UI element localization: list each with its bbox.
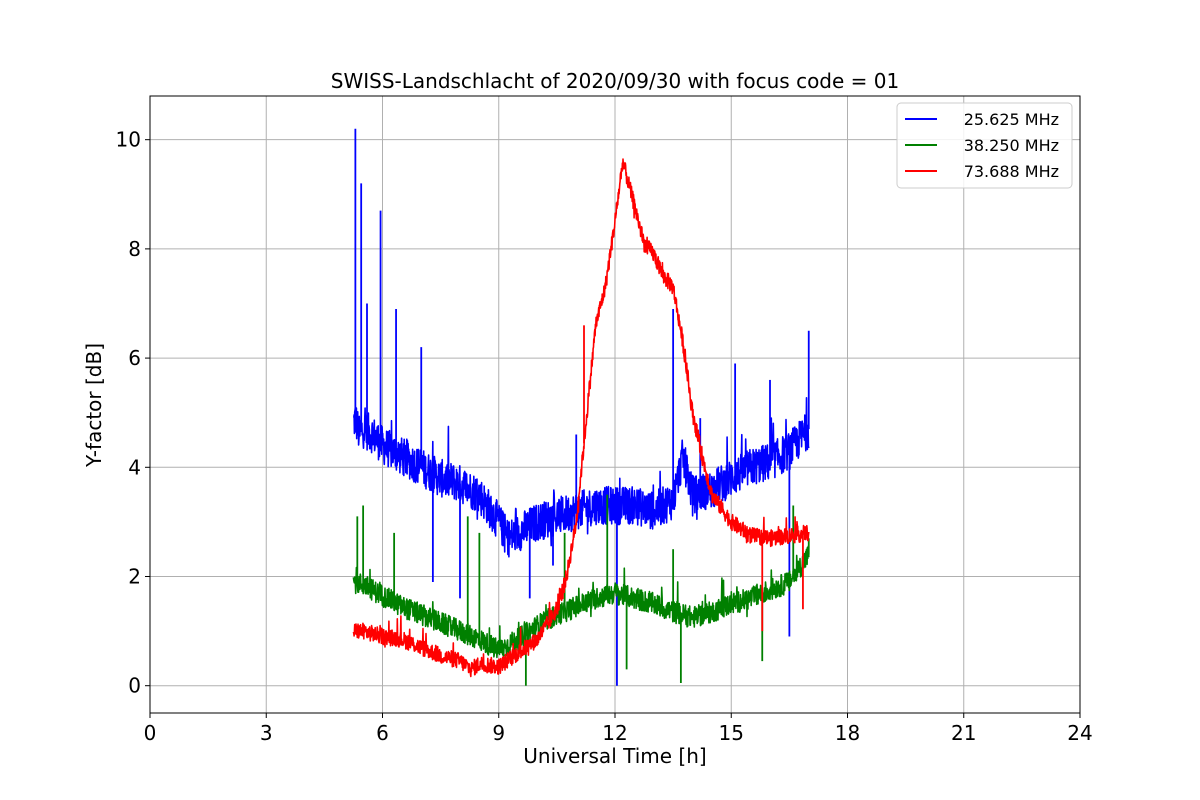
y-axis-ticks: 0 2 4 6 8 10 bbox=[116, 128, 150, 698]
y-tick-label: 6 bbox=[128, 346, 141, 370]
y-tick-label: 8 bbox=[128, 237, 141, 261]
legend: 25.625 MHz 38.250 MHz 73.688 MHz bbox=[896, 102, 1073, 189]
x-tick-label: 24 bbox=[1067, 721, 1092, 745]
y-tick-label: 0 bbox=[128, 674, 141, 698]
x-axis-label: Universal Time [h] bbox=[523, 744, 706, 768]
x-tick-label: 3 bbox=[260, 721, 273, 745]
y-tick-label: 10 bbox=[116, 128, 141, 152]
x-tick-label: 9 bbox=[492, 721, 505, 745]
y-tick-label: 4 bbox=[128, 455, 141, 479]
plot-lines bbox=[352, 128, 810, 686]
y-axis-label: Y-factor [dB] bbox=[82, 343, 106, 468]
legend-label: 73.688 MHz bbox=[964, 162, 1059, 181]
y-tick-label: 2 bbox=[128, 564, 141, 588]
chart-title: SWISS-Landschlacht of 2020/09/30 with fo… bbox=[331, 69, 899, 93]
series-line-3 bbox=[352, 158, 810, 678]
legend-label: 38.250 MHz bbox=[964, 136, 1059, 155]
x-tick-label: 21 bbox=[951, 721, 976, 745]
x-tick-label: 0 bbox=[144, 721, 157, 745]
x-tick-label: 15 bbox=[719, 721, 744, 745]
x-tick-label: 12 bbox=[602, 721, 627, 745]
x-tick-label: 6 bbox=[376, 721, 389, 745]
legend-label: 25.625 MHz bbox=[964, 110, 1059, 129]
x-tick-label: 18 bbox=[835, 721, 860, 745]
x-axis-ticks: 0 3 6 9 12 15 18 21 24 bbox=[144, 713, 1093, 745]
legend-box bbox=[896, 102, 1073, 189]
series-line-2 bbox=[352, 545, 810, 659]
series-line-1 bbox=[353, 397, 810, 558]
